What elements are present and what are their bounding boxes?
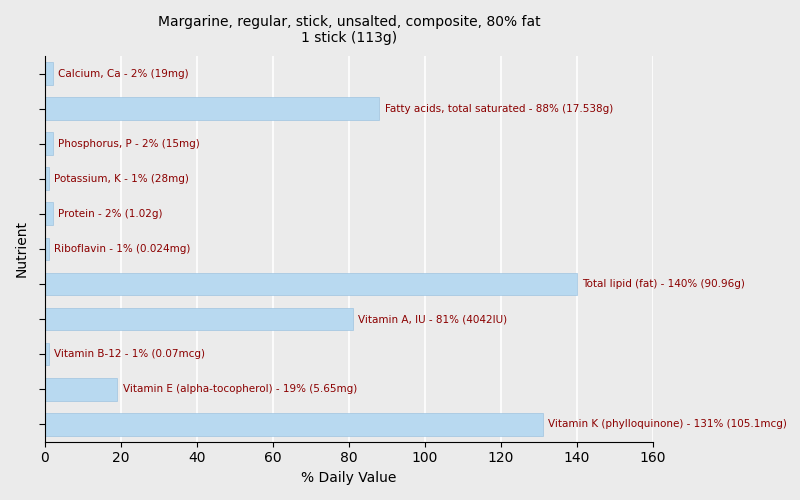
Y-axis label: Nutrient: Nutrient — [15, 220, 29, 278]
Text: Phosphorus, P - 2% (15mg): Phosphorus, P - 2% (15mg) — [58, 138, 200, 148]
Text: Vitamin K (phylloquinone) - 131% (105.1mcg): Vitamin K (phylloquinone) - 131% (105.1m… — [548, 419, 787, 429]
Title: Margarine, regular, stick, unsalted, composite, 80% fat
1 stick (113g): Margarine, regular, stick, unsalted, com… — [158, 15, 540, 45]
Bar — [45, 238, 49, 260]
X-axis label: % Daily Value: % Daily Value — [301, 471, 397, 485]
Text: Total lipid (fat) - 140% (90.96g): Total lipid (fat) - 140% (90.96g) — [582, 279, 746, 289]
Text: Vitamin A, IU - 81% (4042IU): Vitamin A, IU - 81% (4042IU) — [358, 314, 507, 324]
Bar — [45, 413, 542, 436]
Text: Vitamin B-12 - 1% (0.07mcg): Vitamin B-12 - 1% (0.07mcg) — [54, 349, 206, 359]
Bar — [45, 62, 53, 85]
Text: Protein - 2% (1.02g): Protein - 2% (1.02g) — [58, 209, 162, 219]
Bar — [45, 378, 117, 400]
Text: Fatty acids, total saturated - 88% (17.538g): Fatty acids, total saturated - 88% (17.5… — [385, 104, 613, 114]
Bar — [45, 342, 49, 365]
Bar — [45, 132, 53, 155]
Bar — [45, 98, 379, 120]
Text: Potassium, K - 1% (28mg): Potassium, K - 1% (28mg) — [54, 174, 190, 184]
Bar — [45, 308, 353, 330]
Bar — [45, 272, 577, 295]
Text: Riboflavin - 1% (0.024mg): Riboflavin - 1% (0.024mg) — [54, 244, 191, 254]
Bar — [45, 168, 49, 190]
Bar — [45, 202, 53, 225]
Text: Vitamin E (alpha-tocopherol) - 19% (5.65mg): Vitamin E (alpha-tocopherol) - 19% (5.65… — [123, 384, 357, 394]
Text: Calcium, Ca - 2% (19mg): Calcium, Ca - 2% (19mg) — [58, 68, 189, 78]
